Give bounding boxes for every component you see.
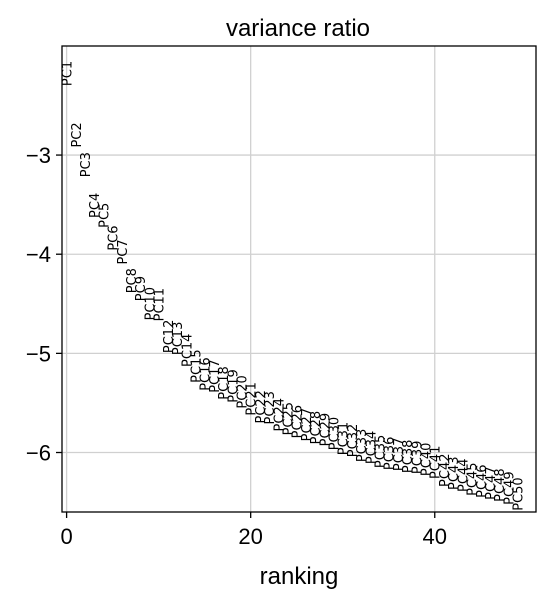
point-label-20: PC20 [235,375,250,408]
point-label-50: PC50 [512,477,527,510]
plot-frame [61,45,537,513]
point-label-11: PC11 [153,288,168,321]
chart-title: variance ratio [226,15,370,42]
point-label-34: PC34 [364,431,379,464]
point-label-30: PC30 [328,417,343,450]
y-tick-label-1: −4 [26,242,51,267]
point-label-35: PC35 [374,435,389,468]
point-label-32: PC32 [346,424,361,457]
point-label-40: PC40 [420,443,435,476]
x-axis-ticks: 0 20 40 [60,512,447,549]
point-label-3: PC3 [79,152,94,177]
point-label-13: PC13 [171,322,186,355]
point-label-7: PC7 [116,239,131,264]
point-label-23: PC23 [263,391,278,424]
point-label-19: PC19 [226,369,241,402]
y-tick-label-0: −3 [26,143,51,168]
point-label-2: PC2 [70,122,85,147]
point-labels: PC1PC2PC3PC4PC5PC6PC7PC8PC9PC10PC11PC12P… [61,61,527,511]
point-label-4: PC4 [88,193,103,218]
point-label-43: PC43 [447,456,462,489]
point-label-41: PC41 [429,446,444,479]
point-label-6: PC6 [107,225,122,250]
point-label-10: PC10 [143,287,158,320]
point-label-39: PC39 [410,441,425,474]
point-label-28: PC28 [309,411,324,444]
x-tick-label-0: 0 [60,524,72,549]
point-label-46: PC46 [475,464,490,497]
point-label-14: PC14 [180,334,195,367]
point-label-42: PC42 [438,454,453,487]
point-label-31: PC31 [337,422,352,455]
point-label-18: PC18 [217,366,232,399]
point-label-26: PC26 [291,405,306,438]
point-label-49: PC49 [502,471,517,504]
point-label-16: PC16 [199,357,214,390]
point-label-37: PC37 [392,438,407,471]
point-label-25: PC25 [281,402,296,435]
point-label-47: PC47 [484,466,499,499]
grid-lines [62,46,536,512]
x-tick-label-2: 40 [423,524,447,549]
point-label-9: PC9 [134,276,149,301]
point-label-12: PC12 [162,320,177,353]
point-label-38: PC38 [401,440,416,473]
point-label-22: PC22 [254,390,269,423]
point-label-17: PC17 [208,359,223,392]
point-label-33: PC33 [355,429,370,462]
point-label-45: PC45 [466,462,481,495]
x-axis-title: ranking [260,563,339,590]
point-label-29: PC29 [318,413,333,446]
point-label-44: PC44 [456,458,471,491]
point-label-5: PC5 [97,203,112,228]
point-label-21: PC21 [245,382,260,415]
point-label-24: PC24 [272,398,287,431]
point-label-36: PC36 [383,437,398,470]
point-label-27: PC27 [300,408,315,441]
y-tick-label-3: −6 [26,441,51,466]
y-axis-ticks: −3 −4 −5 −6 [26,143,62,466]
point-label-48: PC48 [493,468,508,501]
y-tick-label-2: −5 [26,341,51,366]
point-label-15: PC15 [189,349,204,382]
point-label-8: PC8 [125,268,140,293]
x-tick-label-1: 20 [238,524,262,549]
point-label-1: PC1 [61,61,76,86]
